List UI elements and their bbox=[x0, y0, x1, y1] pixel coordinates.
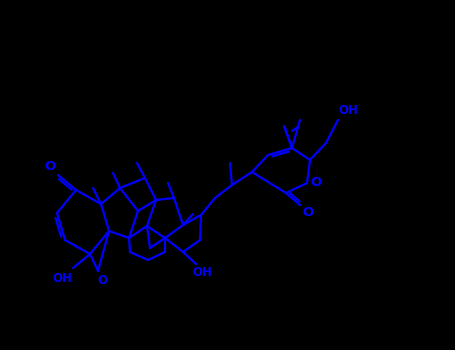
Text: O: O bbox=[45, 161, 56, 174]
Text: O: O bbox=[310, 176, 322, 189]
Text: OH: OH bbox=[52, 272, 72, 285]
Text: OH: OH bbox=[338, 104, 358, 117]
Text: O: O bbox=[97, 274, 107, 287]
Text: OH: OH bbox=[192, 266, 212, 280]
Text: O: O bbox=[303, 205, 313, 218]
